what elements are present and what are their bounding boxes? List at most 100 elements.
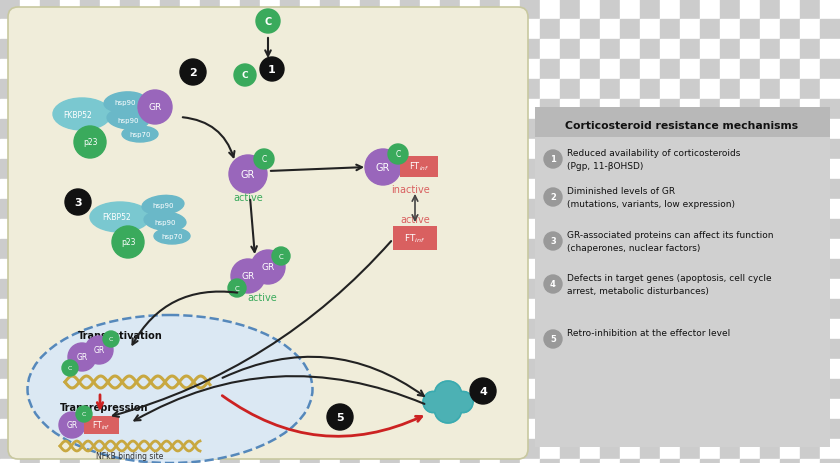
Bar [340, 200, 360, 219]
Bar [220, 239, 240, 259]
Bar [280, 339, 300, 359]
Bar [180, 439, 200, 459]
Bar [700, 0, 720, 20]
Bar [220, 300, 240, 319]
Bar [260, 20, 280, 40]
Bar [80, 239, 100, 259]
Bar [120, 459, 140, 463]
Bar [540, 279, 560, 300]
Circle shape [228, 279, 246, 297]
Bar [100, 200, 120, 219]
Bar [140, 120, 160, 140]
Bar [700, 140, 720, 160]
Bar [700, 60, 720, 80]
Bar [120, 319, 140, 339]
Bar [120, 100, 140, 120]
Bar [240, 0, 260, 20]
Bar [100, 259, 120, 279]
Bar [640, 160, 660, 180]
Bar [340, 259, 360, 279]
Bar [600, 100, 620, 120]
Bar [760, 200, 780, 219]
Bar [480, 120, 500, 140]
Bar [740, 0, 760, 20]
Bar [720, 140, 740, 160]
Bar [780, 200, 800, 219]
Bar [480, 100, 500, 120]
Bar [240, 160, 260, 180]
Bar [680, 239, 700, 259]
Bar [420, 359, 440, 379]
Bar [440, 100, 460, 120]
Bar [400, 140, 420, 160]
Bar [500, 160, 520, 180]
Bar [535, 108, 830, 138]
Bar [80, 219, 100, 239]
Bar [260, 300, 280, 319]
Bar [720, 279, 740, 300]
Bar [460, 20, 480, 40]
Bar [60, 359, 80, 379]
Bar [420, 60, 440, 80]
Bar [740, 200, 760, 219]
Bar [20, 140, 40, 160]
Bar [480, 140, 500, 160]
Text: FKBP52: FKBP52 [102, 213, 131, 222]
Bar [340, 80, 360, 100]
Bar [460, 140, 480, 160]
Bar [640, 419, 660, 439]
Bar [60, 100, 80, 120]
Bar [620, 100, 640, 120]
Bar [560, 219, 580, 239]
Bar [220, 200, 240, 219]
Bar [760, 419, 780, 439]
Bar [40, 120, 60, 140]
Bar [280, 20, 300, 40]
Bar [40, 300, 60, 319]
Bar [280, 180, 300, 200]
Bar [540, 60, 560, 80]
Bar [440, 439, 460, 459]
Bar [340, 399, 360, 419]
Bar [420, 100, 440, 120]
Bar [500, 180, 520, 200]
Bar [780, 160, 800, 180]
Bar [180, 160, 200, 180]
Bar [40, 359, 60, 379]
Bar [160, 0, 180, 20]
Bar [240, 259, 260, 279]
Bar [100, 180, 120, 200]
Circle shape [231, 259, 265, 294]
Text: FT$_{inf}$: FT$_{inf}$ [409, 160, 429, 173]
Bar [620, 160, 640, 180]
Bar [460, 100, 480, 120]
Bar [520, 259, 540, 279]
Bar [620, 40, 640, 60]
Bar [20, 100, 40, 120]
Bar [300, 359, 320, 379]
Bar [640, 80, 660, 100]
Bar [820, 279, 840, 300]
Bar [280, 80, 300, 100]
Bar [200, 239, 220, 259]
Bar [560, 40, 580, 60]
Bar [240, 379, 260, 399]
Bar [420, 239, 440, 259]
Circle shape [544, 330, 562, 348]
Bar [440, 140, 460, 160]
Bar [180, 359, 200, 379]
Bar [600, 180, 620, 200]
Bar [320, 80, 340, 100]
Bar [300, 160, 320, 180]
Text: 2: 2 [189, 68, 197, 78]
Bar [540, 359, 560, 379]
Bar [500, 200, 520, 219]
Bar [200, 259, 220, 279]
Bar [480, 259, 500, 279]
Bar [760, 140, 780, 160]
Circle shape [544, 275, 562, 294]
Bar [760, 319, 780, 339]
Bar [720, 160, 740, 180]
Bar [640, 20, 660, 40]
Bar [720, 459, 740, 463]
